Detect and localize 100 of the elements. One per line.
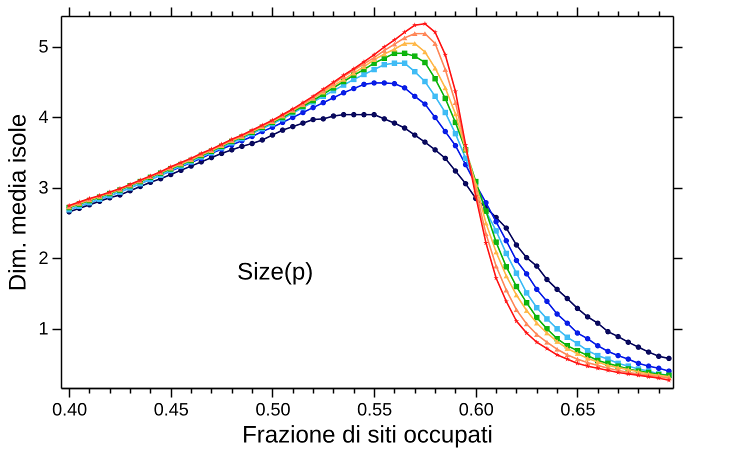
point — [432, 94, 438, 100]
point — [504, 250, 510, 256]
point — [361, 59, 367, 64]
point — [584, 336, 590, 342]
point — [432, 41, 438, 46]
point — [442, 96, 448, 102]
point — [402, 29, 408, 34]
point — [595, 320, 601, 326]
point — [402, 35, 408, 40]
point — [605, 328, 611, 334]
point — [392, 80, 398, 86]
point — [534, 339, 540, 344]
point — [504, 274, 510, 278]
point — [646, 363, 652, 369]
point — [534, 263, 540, 269]
point — [372, 52, 377, 57]
point — [574, 306, 580, 312]
point — [656, 354, 662, 360]
point — [300, 120, 306, 126]
point — [504, 298, 509, 304]
point — [452, 130, 458, 136]
point — [422, 101, 428, 107]
point — [584, 360, 590, 366]
point — [422, 21, 428, 26]
point — [462, 180, 468, 186]
point — [574, 340, 580, 346]
point — [544, 346, 550, 351]
point — [392, 46, 398, 52]
annotation: Size(p) — [237, 258, 314, 286]
point — [524, 254, 530, 260]
point — [290, 124, 296, 130]
point — [452, 112, 458, 116]
point — [514, 307, 520, 312]
point — [564, 346, 570, 351]
point — [412, 94, 418, 100]
point — [330, 113, 336, 119]
y-tick-label: 4 — [38, 106, 48, 127]
point — [574, 351, 580, 356]
x-tick-label: 0.65 — [560, 400, 596, 420]
point — [544, 340, 550, 345]
point — [432, 114, 438, 120]
point — [392, 37, 398, 42]
point — [412, 132, 418, 138]
point — [584, 356, 590, 361]
point — [534, 304, 540, 310]
point — [422, 78, 428, 84]
point — [493, 228, 499, 234]
point — [574, 356, 580, 362]
point — [564, 352, 570, 358]
point — [493, 239, 499, 245]
point — [554, 286, 560, 292]
point — [412, 68, 418, 74]
point — [656, 366, 662, 372]
point — [636, 360, 642, 366]
point — [554, 339, 560, 344]
point — [432, 66, 438, 71]
point — [432, 29, 438, 34]
point — [412, 31, 418, 36]
point — [524, 322, 530, 326]
point — [432, 76, 438, 82]
point — [514, 318, 520, 324]
point — [504, 288, 510, 292]
point — [524, 308, 530, 313]
point — [270, 132, 276, 138]
point — [310, 116, 316, 122]
point — [514, 292, 520, 298]
point — [514, 258, 520, 264]
point — [442, 110, 448, 116]
point — [260, 137, 266, 143]
point — [554, 326, 560, 332]
point — [392, 60, 398, 66]
point — [564, 334, 570, 340]
point — [564, 320, 570, 326]
point — [280, 127, 286, 133]
point — [554, 352, 560, 358]
x-tick-label: 0.50 — [255, 400, 290, 420]
point — [574, 330, 580, 336]
y-tick-label: 2 — [38, 248, 48, 268]
point — [412, 53, 418, 59]
point — [442, 67, 448, 72]
point — [412, 22, 418, 28]
point — [493, 218, 499, 224]
point — [544, 316, 550, 322]
point — [554, 311, 560, 317]
point — [524, 300, 530, 306]
point — [524, 271, 530, 277]
point — [636, 344, 642, 350]
point — [392, 120, 398, 126]
y-tick-label: 3 — [38, 177, 48, 198]
point — [382, 62, 388, 68]
point — [432, 147, 438, 153]
point — [554, 346, 560, 352]
point — [626, 339, 632, 345]
point — [494, 275, 499, 280]
point — [340, 112, 346, 118]
point — [442, 156, 448, 162]
x-tick-label: 0.45 — [154, 400, 189, 420]
point — [514, 284, 520, 290]
point — [493, 250, 499, 254]
point — [504, 238, 510, 244]
